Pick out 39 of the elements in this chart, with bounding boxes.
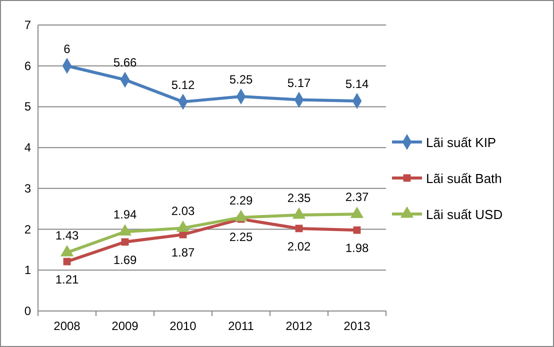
- data-label: 2.29: [229, 193, 253, 208]
- data-label: 5.25: [229, 72, 253, 86]
- y-tick-label: 5: [24, 100, 32, 114]
- y-tick-label: 3: [24, 181, 32, 196]
- legend-label: Lãi suất USD: [426, 207, 503, 222]
- data-label: 5.17: [287, 76, 311, 90]
- y-tick-label: 7: [24, 18, 32, 32]
- data-label: 1.43: [55, 228, 79, 243]
- data-label: 5.66: [113, 56, 137, 70]
- x-tick-label: 2008: [54, 319, 81, 333]
- data-label: 2.25: [229, 230, 253, 244]
- data-label: 6: [64, 42, 71, 56]
- data-label: 2.35: [287, 190, 311, 205]
- y-tick-label: 1: [24, 263, 32, 278]
- x-tick-label: 2013: [344, 319, 371, 333]
- data-label: 2.37: [345, 190, 369, 204]
- data-label: 5.14: [345, 76, 369, 91]
- data-label: 1.69: [113, 252, 137, 267]
- point: [121, 238, 129, 246]
- y-tick-label: 4: [24, 140, 32, 155]
- data-label: 5.12: [171, 78, 195, 92]
- x-tick-label: 2010: [170, 319, 197, 333]
- x-tick-label: 2009: [112, 319, 139, 333]
- data-label: 2.02: [287, 239, 311, 254]
- y-tick-label: 2: [24, 222, 32, 236]
- x-tick-label: 2011: [228, 319, 254, 333]
- x-tick-label: 2012: [286, 319, 313, 333]
- y-tick-label: 0: [24, 304, 32, 318]
- data-label: 1.87: [171, 246, 195, 260]
- point: [353, 226, 361, 234]
- point: [63, 258, 71, 266]
- y-tick-label: 6: [24, 58, 32, 73]
- data-label: 1.98: [345, 241, 369, 256]
- legend-label: Lãi suất KIP: [426, 135, 496, 150]
- data-label: 1.21: [55, 272, 79, 287]
- data-label: 2.03: [171, 204, 195, 218]
- data-label: 1.94: [113, 208, 137, 222]
- point: [118, 224, 132, 236]
- legend-label: Lãi suất Bath: [426, 171, 502, 186]
